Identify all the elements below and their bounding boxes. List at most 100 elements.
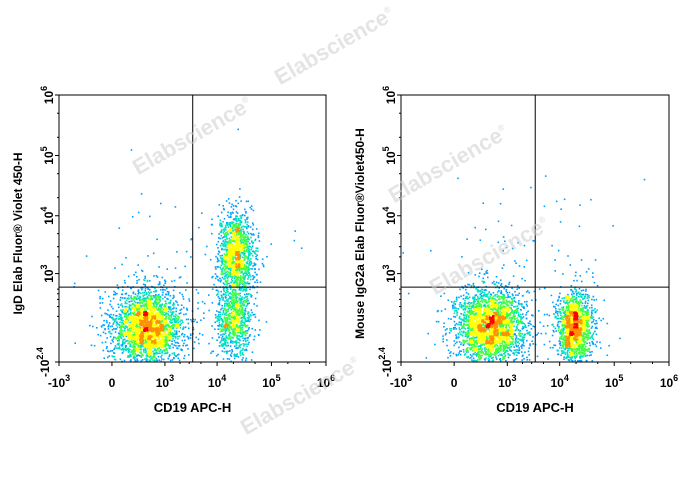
event-dot xyxy=(224,337,226,340)
event-dot xyxy=(168,330,170,333)
event-dot xyxy=(137,342,140,345)
event-dot xyxy=(119,335,122,338)
event-dot xyxy=(162,334,164,336)
event-dot xyxy=(226,270,229,273)
event-dot xyxy=(219,255,221,257)
event-dot xyxy=(136,341,139,343)
event-dot xyxy=(233,256,236,259)
event-dot xyxy=(155,300,157,303)
event-dot xyxy=(221,254,223,257)
event-dot xyxy=(150,325,152,327)
event-dot xyxy=(112,337,115,339)
event-dot xyxy=(154,287,156,290)
event-dot xyxy=(247,251,250,254)
event-dot xyxy=(150,329,152,332)
event-dot xyxy=(231,248,234,250)
event-dot xyxy=(256,279,258,281)
event-dot xyxy=(217,328,219,330)
event-dot xyxy=(136,355,138,357)
event-dot xyxy=(244,226,247,228)
event-dot xyxy=(521,347,523,349)
event-dot xyxy=(138,312,140,314)
event-dot xyxy=(220,279,222,282)
event-dot xyxy=(130,331,133,334)
event-dot xyxy=(157,298,159,301)
event-dot xyxy=(223,316,226,318)
event-dot xyxy=(135,303,137,305)
event-dot xyxy=(159,322,162,324)
event-dot xyxy=(113,336,115,338)
event-dot xyxy=(545,332,547,335)
event-dot xyxy=(251,351,254,353)
event-dot xyxy=(124,334,127,337)
event-dot xyxy=(254,316,257,318)
event-dot xyxy=(246,345,248,348)
event-dot xyxy=(216,310,218,312)
event-dot xyxy=(168,307,170,309)
event-dot xyxy=(167,329,170,331)
event-dot xyxy=(230,236,233,239)
event-dot xyxy=(232,285,234,288)
event-dot xyxy=(151,309,153,311)
event-dot xyxy=(154,349,156,352)
event-dot xyxy=(220,339,223,341)
event-dot xyxy=(112,317,114,320)
event-dot xyxy=(248,264,250,266)
event-dot xyxy=(223,245,226,247)
event-dot xyxy=(137,327,139,329)
event-dot xyxy=(154,325,157,328)
event-dot xyxy=(246,269,249,272)
event-dot xyxy=(235,303,237,306)
event-dot xyxy=(126,311,129,313)
event-dot xyxy=(178,276,181,279)
event-dot xyxy=(121,289,124,291)
event-dot xyxy=(175,318,177,321)
event-dot xyxy=(183,306,185,309)
event-dot xyxy=(239,276,242,279)
event-dot xyxy=(171,319,174,321)
event-dot xyxy=(238,299,240,302)
event-dot xyxy=(142,297,145,300)
event-dot xyxy=(140,352,142,354)
event-dot xyxy=(119,330,122,333)
event-dot xyxy=(462,294,465,297)
event-dot xyxy=(154,356,156,359)
event-dot xyxy=(230,276,232,278)
event-dot xyxy=(117,340,119,342)
event-dot xyxy=(144,335,147,337)
event-dot xyxy=(124,322,126,325)
event-dot xyxy=(133,335,135,338)
event-dot xyxy=(172,346,174,349)
event-dot xyxy=(145,357,148,359)
event-dot xyxy=(172,323,174,326)
event-dot xyxy=(240,320,243,323)
event-dot xyxy=(142,334,144,337)
event-dot xyxy=(139,337,142,340)
event-dot xyxy=(230,341,232,344)
event-dot xyxy=(244,324,247,326)
event-dot xyxy=(168,335,170,338)
event-dot xyxy=(122,335,125,338)
event-dot xyxy=(219,219,222,222)
event-dot xyxy=(225,265,227,267)
event-dot xyxy=(228,268,230,270)
event-dot xyxy=(232,240,234,242)
event-dot xyxy=(209,258,212,261)
event-dot xyxy=(151,341,154,343)
event-dot xyxy=(226,351,228,354)
event-dot xyxy=(139,296,141,298)
event-dot xyxy=(245,210,247,213)
event-dot xyxy=(166,324,168,326)
event-dot xyxy=(127,314,129,317)
event-dot xyxy=(152,302,155,305)
event-dot xyxy=(158,281,161,283)
event-dot xyxy=(546,325,549,327)
event-dot xyxy=(253,276,256,278)
event-dot xyxy=(151,335,153,338)
event-dot xyxy=(117,323,119,325)
event-dot xyxy=(138,278,140,281)
event-dot xyxy=(235,298,238,301)
event-dot xyxy=(452,307,454,310)
event-dot xyxy=(241,302,244,305)
event-dot xyxy=(170,316,173,319)
